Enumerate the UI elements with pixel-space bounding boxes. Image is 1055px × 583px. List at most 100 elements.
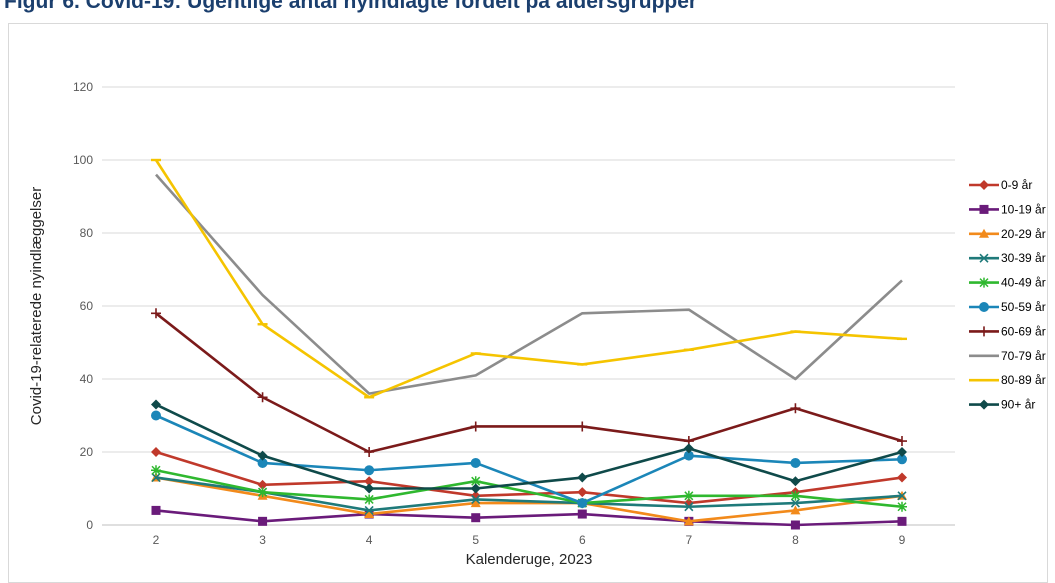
legend-label: 50-59 år bbox=[1001, 300, 1046, 314]
gridlines bbox=[102, 86, 955, 453]
x-tick-label: 6 bbox=[579, 533, 586, 547]
legend-label: 70-79 år bbox=[1001, 349, 1046, 363]
legend-marker bbox=[979, 302, 989, 312]
data-point bbox=[257, 392, 268, 403]
data-point bbox=[790, 520, 800, 530]
data-point bbox=[151, 472, 161, 483]
y-tick-label: 80 bbox=[80, 226, 94, 240]
data-point bbox=[151, 465, 161, 476]
legend-item: 20-29 år bbox=[969, 227, 1046, 241]
y-tick-labels: 0 20 40 60 80 100 120 bbox=[73, 80, 93, 532]
data-point bbox=[257, 457, 268, 468]
data-point bbox=[683, 443, 694, 454]
series-line bbox=[155, 414, 903, 505]
legend-label: 80-89 år bbox=[1001, 373, 1046, 387]
line-chart: 0 20 40 60 80 100 120 2 3 4 5 6 7 8 9 0-9 år 10-19 år 2… bbox=[28, 80, 1046, 567]
y-tick-label: 0 bbox=[86, 518, 93, 532]
data-point bbox=[790, 476, 801, 487]
data-point bbox=[470, 421, 481, 432]
data-point bbox=[790, 505, 801, 515]
legend-marker bbox=[979, 399, 989, 410]
series-90+-år bbox=[151, 399, 907, 494]
legend-marker bbox=[979, 204, 989, 214]
data-point bbox=[897, 447, 907, 457]
series-line bbox=[155, 450, 903, 505]
data-point bbox=[151, 410, 161, 421]
x-tick-label: 8 bbox=[792, 533, 799, 547]
legend-marker bbox=[979, 180, 989, 190]
data-point bbox=[790, 490, 801, 501]
series-80-89-år bbox=[151, 158, 907, 399]
data-point bbox=[364, 447, 375, 457]
data-point bbox=[897, 516, 907, 526]
data-point bbox=[897, 454, 907, 465]
data-point bbox=[257, 487, 268, 498]
legend-item: 30-39 år bbox=[969, 251, 1046, 265]
data-point bbox=[364, 476, 375, 487]
legend-label: 90+ år bbox=[1001, 398, 1035, 412]
legend-item: 0-9 år bbox=[969, 178, 1032, 192]
legend-marker bbox=[979, 253, 989, 263]
legend-label: 40-49 år bbox=[1001, 276, 1046, 290]
data-point bbox=[471, 513, 481, 523]
series-line bbox=[155, 173, 903, 395]
legend-marker bbox=[979, 326, 989, 337]
data-point bbox=[151, 399, 161, 410]
data-point bbox=[364, 483, 375, 494]
data-point bbox=[577, 487, 588, 498]
series-line bbox=[155, 476, 903, 523]
series-line bbox=[155, 312, 903, 454]
data-point bbox=[897, 491, 907, 501]
x-tick-labels: 2 3 4 5 6 7 8 9 bbox=[153, 533, 906, 547]
data-point bbox=[790, 457, 801, 468]
figure-title: Figur 6. Covid-19: Ugentlige antal nyind… bbox=[4, 0, 698, 13]
data-point bbox=[577, 498, 588, 509]
data-point bbox=[470, 457, 481, 468]
legend-item: 70-79 år bbox=[969, 349, 1046, 363]
legend: 0-9 år 10-19 år 20-29 år 30-39 år 40-49 år 50… bbox=[969, 178, 1046, 412]
legend-label: 20-29 år bbox=[1001, 227, 1046, 241]
x-tick-label: 7 bbox=[686, 533, 693, 547]
data-point bbox=[470, 498, 481, 508]
y-tick-label: 40 bbox=[80, 372, 94, 386]
x-tick-label: 2 bbox=[153, 533, 160, 547]
legend-label: 60-69 år bbox=[1001, 324, 1046, 338]
x-tick-label: 3 bbox=[259, 533, 266, 547]
data-point bbox=[257, 479, 268, 490]
data-point bbox=[897, 436, 907, 447]
data-point bbox=[151, 447, 161, 457]
data-point bbox=[364, 494, 375, 505]
data-point bbox=[151, 505, 161, 515]
y-tick-label: 60 bbox=[80, 299, 94, 313]
y-axis-label: Covid-19-relaterede nyindlæggelser bbox=[28, 187, 45, 425]
data-point bbox=[470, 483, 481, 494]
series-line bbox=[155, 509, 903, 527]
data-point bbox=[470, 476, 481, 487]
series-60-69-år bbox=[151, 308, 907, 457]
data-point bbox=[257, 450, 268, 461]
legend-item: 80-89 år bbox=[969, 373, 1046, 387]
data-point bbox=[683, 490, 694, 501]
legend-item: 90+ år bbox=[969, 398, 1035, 412]
y-tick-label: 100 bbox=[73, 153, 93, 167]
x-axis-label: Kalenderuge, 2023 bbox=[466, 551, 593, 567]
data-point bbox=[364, 465, 375, 476]
x-tick-label: 9 bbox=[899, 533, 906, 547]
legend-item: 40-49 år bbox=[969, 276, 1046, 290]
legend-label: 0-9 år bbox=[1001, 178, 1032, 192]
series-line bbox=[154, 159, 903, 399]
data-point bbox=[577, 509, 587, 519]
data-point bbox=[577, 421, 588, 432]
data-point bbox=[897, 472, 907, 483]
data-point bbox=[471, 494, 481, 505]
x-tick-label: 5 bbox=[472, 533, 479, 547]
series-line bbox=[155, 476, 903, 512]
data-point bbox=[364, 509, 375, 519]
legend-marker bbox=[979, 277, 989, 288]
data-point bbox=[364, 505, 374, 515]
data-point bbox=[790, 498, 800, 508]
data-point bbox=[258, 516, 268, 526]
series-70-79-år bbox=[155, 173, 903, 395]
data-point bbox=[683, 516, 694, 526]
legend-item: 10-19 år bbox=[969, 202, 1046, 216]
